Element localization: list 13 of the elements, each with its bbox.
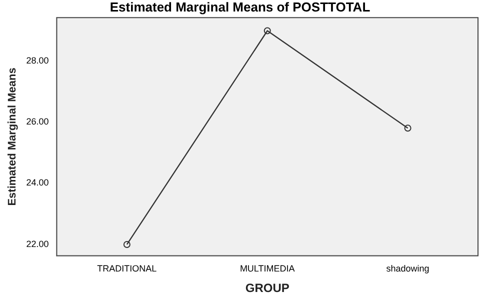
y-tick-label: 22.00 xyxy=(26,238,49,249)
x-tick-label: MULTIMEDIA xyxy=(240,264,295,274)
x-axis-title: GROUP xyxy=(245,281,290,296)
y-tick-label: 24.00 xyxy=(26,178,49,188)
y-axis-title: Estimated Marginal Means xyxy=(6,68,19,206)
point xyxy=(123,240,130,248)
x-tick-label: shadowing xyxy=(386,264,430,274)
chart-title: Estimated Marginal Means of POSTTOTAL xyxy=(110,0,370,14)
x-tick-label: TRADITIONAL xyxy=(97,264,157,274)
y-tick-label: 26.00 xyxy=(26,116,49,126)
y-tick-label: 28.00 xyxy=(26,55,49,66)
point xyxy=(264,27,271,34)
point xyxy=(404,124,412,132)
